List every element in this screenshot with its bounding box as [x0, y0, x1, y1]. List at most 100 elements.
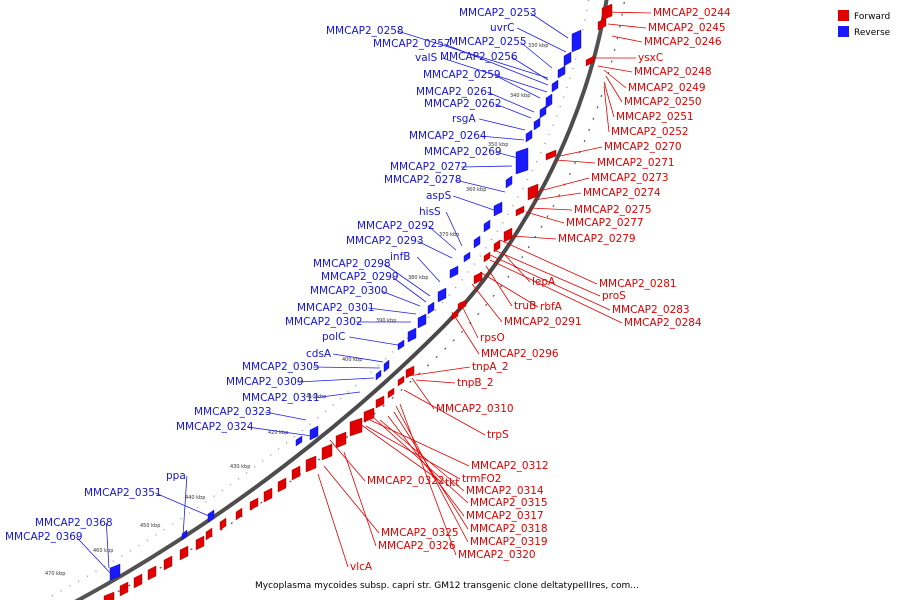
reverse-gene-mmcap2-0298[interactable]: MMCAP2_0298	[313, 258, 431, 297]
reverse-feature-block[interactable]	[557, 65, 566, 79]
reverse-gene-uvrc[interactable]: uvrC	[490, 22, 567, 53]
gene-label[interactable]: hisS	[419, 206, 441, 218]
forward-gene-mmcap2-0326[interactable]: MMCAP2_0326	[343, 451, 456, 552]
gene-label[interactable]: MMCAP2_0305	[242, 361, 320, 373]
reverse-gene-mmcap2-0259[interactable]: MMCAP2_0259	[423, 69, 541, 99]
gene-label[interactable]: MMCAP2_0312	[471, 460, 549, 472]
reverse-gene-mmcap2-0258[interactable]: MMCAP2_0258	[326, 25, 549, 79]
reverse-gene-mmcap2-0264[interactable]: MMCAP2_0264	[409, 130, 525, 142]
reverse-gene-mmcap2-0262[interactable]: MMCAP2_0262	[424, 98, 532, 119]
reverse-gene-mmcap2-0368[interactable]: MMCAP2_0368	[35, 517, 113, 569]
gene-label[interactable]: MMCAP2_0315	[470, 497, 548, 509]
forward-gene-mmcap2-0281[interactable]: MMCAP2_0281	[499, 239, 677, 290]
reverse-feature-block[interactable]	[483, 219, 491, 233]
reverse-feature-block[interactable]	[181, 529, 188, 541]
gene-label[interactable]: MMCAP2_0272	[390, 161, 468, 173]
gene-label[interactable]: rbfA	[540, 301, 563, 313]
gene-label[interactable]: MMCAP2_0310	[436, 403, 514, 415]
gene-label[interactable]: MMCAP2_0251	[616, 111, 694, 123]
forward-feature-block[interactable]	[103, 591, 115, 600]
gene-label[interactable]: MMCAP2_0326	[378, 540, 456, 552]
gene-label[interactable]: MMCAP2_0318	[470, 523, 548, 535]
reverse-feature-block[interactable]	[207, 509, 215, 523]
gene-label[interactable]: trpS	[487, 429, 509, 441]
gene-label[interactable]: MMCAP2_0311	[242, 392, 320, 404]
gene-label[interactable]: MMCAP2_0296	[481, 348, 559, 360]
gene-label[interactable]: infB	[390, 251, 410, 263]
forward-gene-mmcap2-0283[interactable]: MMCAP2_0283	[487, 253, 690, 316]
forward-gene-mmcap2-0322[interactable]: MMCAP2_0322	[329, 439, 445, 487]
forward-gene-mmcap2-0291[interactable]: MMCAP2_0291	[471, 283, 582, 328]
gene-label[interactable]: MMCAP2_0314	[466, 485, 544, 497]
forward-feature-block[interactable]	[147, 565, 157, 581]
reverse-gene-mmcap2-0293[interactable]: MMCAP2_0293	[346, 235, 453, 259]
forward-gene-mmcap2-0319[interactable]: MMCAP2_0319	[395, 405, 548, 548]
forward-gene-mmcap2-0312[interactable]: MMCAP2_0312	[369, 419, 549, 472]
forward-feature-block[interactable]	[597, 17, 607, 31]
forward-gene-lepa[interactable]: lepA	[503, 253, 556, 288]
forward-gene-tnpb-2[interactable]: tnpB_2	[415, 377, 494, 389]
gene-label[interactable]: cdsA	[306, 348, 332, 360]
forward-gene-mmcap2-0252[interactable]: MMCAP2_0252	[603, 85, 689, 138]
forward-feature-block[interactable]	[387, 387, 395, 399]
reverse-feature-block[interactable]	[309, 425, 319, 441]
forward-gene-tkt[interactable]: tkt	[359, 423, 459, 489]
forward-gene-mmcap2-0249[interactable]: MMCAP2_0249	[603, 69, 706, 94]
forward-feature-block[interactable]	[527, 183, 539, 201]
forward-feature-block[interactable]	[305, 455, 317, 473]
reverse-gene-cdsa[interactable]: cdsA	[306, 348, 384, 363]
reverse-feature-block[interactable]	[417, 313, 427, 329]
gene-label[interactable]: MMCAP2_0291	[504, 316, 582, 328]
reverse-gene-mmcap2-0311[interactable]: MMCAP2_0311	[242, 391, 361, 404]
gene-label[interactable]: MMCAP2_0317	[466, 510, 544, 522]
forward-feature-block[interactable]	[277, 477, 287, 493]
gene-label[interactable]: ppa	[166, 470, 186, 482]
forward-feature-block[interactable]	[451, 309, 459, 321]
forward-gene-mmcap2-0310[interactable]: MMCAP2_0310	[411, 377, 514, 415]
gene-label[interactable]: MMCAP2_0292	[357, 220, 435, 232]
forward-gene-mmcap2-0317[interactable]: MMCAP2_0317	[387, 415, 544, 522]
forward-feature-block[interactable]	[163, 555, 173, 571]
forward-gene-mmcap2-0274[interactable]: MMCAP2_0274	[533, 187, 661, 201]
reverse-gene-mmcap2-0272[interactable]: MMCAP2_0272	[390, 161, 513, 173]
reverse-feature-block[interactable]	[563, 51, 572, 67]
reverse-feature-block[interactable]	[525, 129, 533, 143]
gene-label[interactable]: MMCAP2_0293	[346, 235, 424, 247]
forward-gene-mmcap2-0275[interactable]: MMCAP2_0275	[529, 204, 652, 216]
reverse-feature-block[interactable]	[383, 359, 390, 373]
gene-label[interactable]: MMCAP2_0298	[313, 258, 391, 270]
reverse-gene-polc[interactable]: polC	[322, 331, 405, 347]
gene-label[interactable]: rsgA	[452, 113, 476, 125]
forward-feature-block[interactable]	[321, 443, 333, 461]
forward-feature-block[interactable]	[585, 55, 595, 67]
gene-label[interactable]: vlcA	[350, 561, 373, 573]
gene-label[interactable]: MMCAP2_0301	[297, 302, 375, 314]
forward-feature-block[interactable]	[473, 271, 483, 285]
gene-label[interactable]: tnpB_2	[457, 377, 494, 389]
forward-gene-mmcap2-0271[interactable]: MMCAP2_0271	[555, 157, 675, 169]
gene-label[interactable]: MMCAP2_0369	[5, 531, 83, 543]
gene-label[interactable]: MMCAP2_0259	[423, 69, 501, 81]
gene-label[interactable]: ysxC	[638, 52, 663, 64]
gene-label[interactable]: MMCAP2_0248	[634, 66, 712, 78]
reverse-feature-block[interactable]	[463, 251, 471, 263]
reverse-feature-block[interactable]	[533, 117, 541, 131]
reverse-gene-mmcap2-0309[interactable]: MMCAP2_0309	[226, 376, 375, 388]
reverse-feature-block[interactable]	[493, 201, 503, 217]
gene-label[interactable]: proS	[602, 290, 626, 302]
reverse-feature-block[interactable]	[427, 301, 435, 315]
forward-gene-mmcap2-0284[interactable]: MMCAP2_0284	[489, 259, 702, 329]
reverse-feature-block[interactable]	[571, 29, 582, 53]
forward-feature-block[interactable]	[249, 497, 259, 511]
gene-label[interactable]: MMCAP2_0324	[176, 421, 254, 433]
gene-label[interactable]: MMCAP2_0274	[583, 187, 661, 199]
reverse-gene-mmcap2-0253[interactable]: MMCAP2_0253	[459, 7, 569, 39]
reverse-feature-block[interactable]	[473, 235, 481, 249]
gene-label[interactable]: MMCAP2_0246	[644, 36, 722, 48]
forward-gene-mmcap2-0245[interactable]: MMCAP2_0245	[607, 22, 726, 34]
reverse-feature-block[interactable]	[539, 105, 547, 119]
reverse-gene-mmcap2-0257[interactable]: MMCAP2_0257	[373, 38, 549, 86]
forward-feature-block[interactable]	[405, 365, 415, 379]
forward-gene-mmcap2-0251[interactable]: MMCAP2_0251	[603, 81, 694, 123]
reverse-feature-block[interactable]	[375, 369, 382, 381]
